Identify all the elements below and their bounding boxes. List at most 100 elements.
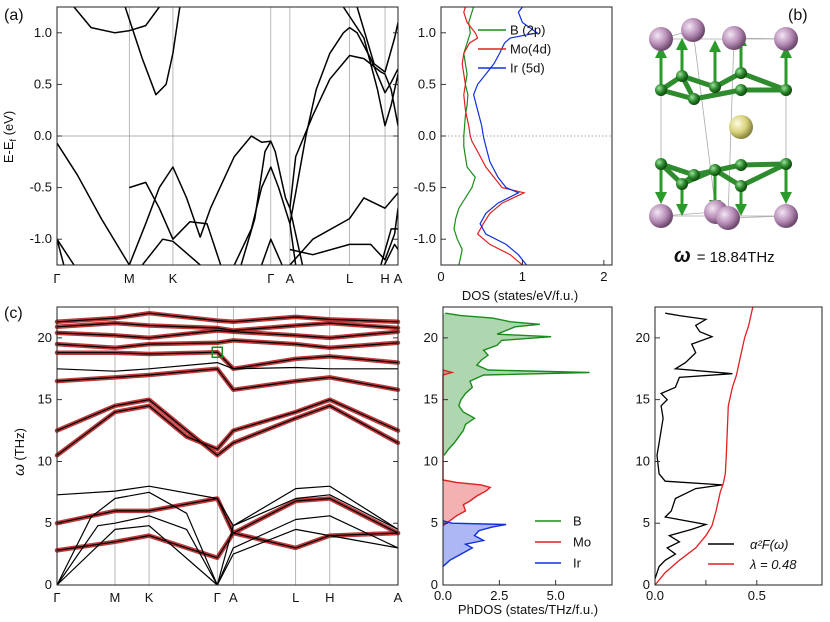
y-tick-label: 10 <box>38 453 52 468</box>
dos-curve-B <box>453 7 476 265</box>
boron-bonds <box>658 70 789 189</box>
y-tick-label: 1.0 <box>34 25 52 40</box>
dos-plot-frame <box>440 6 613 266</box>
phonon-band-line <box>56 532 399 559</box>
legend-label: α²F(ω) <box>750 537 788 552</box>
band-line <box>128 135 271 265</box>
kpoint-label: Γ <box>53 590 60 605</box>
panel-label-b: (b) <box>788 7 808 24</box>
y-tick-label: 10 <box>636 453 650 468</box>
y-tick-label: 0.5 <box>34 76 52 91</box>
electronic-band-structure: Γ M K Γ A L H A-1.0-0.50.00.51.0 <box>30 6 403 286</box>
kpoint-label: A <box>229 590 238 605</box>
kpoint-label: H <box>325 590 334 605</box>
boron-atoms <box>655 67 792 192</box>
y-tick-label: 5 <box>431 515 438 530</box>
phonon-dos: 0 5 10 15 20 0.0 2.5 5.0 B Mo Ir <box>424 306 613 603</box>
legend-label: B <box>573 514 582 529</box>
eliashberg-function: 0 5 10 15 20 0.0 0.5 α²F(ω) λ = 0.48 <box>636 306 823 603</box>
phonon-band-line <box>56 525 399 586</box>
y-tick-label: 5 <box>45 515 52 530</box>
x-tick-label: 0.0 <box>646 588 664 603</box>
y-tick-label: 20 <box>38 330 52 345</box>
phonon-band-line <box>56 322 399 332</box>
legend-label: Mo(4d) <box>510 42 551 57</box>
kpoint-label: Γ <box>267 271 274 286</box>
kpoint-label: M <box>124 271 135 286</box>
band-line <box>141 238 201 265</box>
phdos-area-B <box>443 313 590 456</box>
y-tick-label: 15 <box>38 392 52 407</box>
phonon-band-line <box>56 485 399 530</box>
alpha2F-curve <box>654 312 733 580</box>
y-tick-label: -1.0 <box>30 231 52 246</box>
y-tick-label: 0.5 <box>418 76 436 91</box>
band-line <box>289 208 398 261</box>
phonon-band-line <box>56 368 399 391</box>
legend-label: Ir (5d) <box>510 61 545 76</box>
lambda-curve <box>654 306 754 586</box>
panel-label-c: (c) <box>4 305 23 322</box>
phonon-band-line <box>56 399 399 456</box>
band-line <box>342 7 398 127</box>
band-line <box>57 239 65 265</box>
kpoint-label: A <box>394 271 403 286</box>
kpoint-label: Γ <box>53 271 60 286</box>
x-tick-label: 2.5 <box>490 588 508 603</box>
y-tick-label: 15 <box>424 392 438 407</box>
phonon-plot-frame <box>56 306 399 586</box>
y-tick-label: 5 <box>643 515 650 530</box>
dos-xlabel: DOS (states/eV/f.u.) <box>462 288 578 303</box>
band-line <box>233 166 297 265</box>
legend-label: Ir <box>573 556 582 571</box>
kpoint-label: H <box>380 271 389 286</box>
y-tick-label: -0.5 <box>30 180 52 195</box>
dos-curve-Mo <box>461 7 526 265</box>
y-tick-label: -0.5 <box>414 180 436 195</box>
kpoint-label: Γ <box>214 590 221 605</box>
band-line <box>260 238 283 265</box>
y-tick-label: 0 <box>643 577 650 592</box>
band-line <box>73 7 160 34</box>
phdos-area-Mo <box>443 370 491 526</box>
y-tick-label: 0 <box>431 577 438 592</box>
x-tick-label: 5.0 <box>547 588 565 603</box>
phdos-curve-B <box>443 312 590 456</box>
phdos-xlabel: PhDOS (states/THz/f.u.) <box>458 602 598 617</box>
band-line <box>124 7 181 96</box>
mo-atom <box>729 115 753 139</box>
y-tick-label: 10 <box>424 453 438 468</box>
phdos-area-Ir <box>443 520 507 567</box>
band-line <box>289 192 398 265</box>
phonon-band-line <box>56 399 399 456</box>
phonon-band-line <box>56 312 399 323</box>
band-line <box>380 228 398 265</box>
unit-cell-frame <box>660 29 787 219</box>
legend-label: λ = 0.48 <box>749 557 797 572</box>
y-tick-label: 20 <box>636 330 650 345</box>
legend-label: B (2p) <box>510 23 545 38</box>
y-tick-label: 15 <box>636 392 650 407</box>
x-tick-label: 1 <box>519 269 526 284</box>
band-line <box>356 7 398 73</box>
phonon-band-line <box>56 339 399 349</box>
x-tick-label: 0 <box>437 269 444 284</box>
y-tick-label: 0.0 <box>34 128 52 143</box>
band-line <box>289 54 398 209</box>
phonon-band-line <box>56 362 398 372</box>
phonon-band-line <box>56 329 399 339</box>
panel-label-a: (a) <box>4 7 24 24</box>
kpoint-label: M <box>110 590 121 605</box>
band-line <box>57 238 75 265</box>
mode-highlight-box <box>211 346 224 358</box>
crystal-structure: ω = 18.84THz <box>649 18 798 267</box>
dos-curve-Ir <box>472 7 539 265</box>
kpoint-label: K <box>169 271 178 286</box>
phonon-band-line <box>56 515 399 586</box>
kpoint-label: A <box>286 271 295 286</box>
y-tick-label: 0.0 <box>418 128 436 143</box>
x-tick-label: 2 <box>600 269 607 284</box>
phonon-band-line <box>56 497 399 534</box>
band-line <box>383 243 398 265</box>
